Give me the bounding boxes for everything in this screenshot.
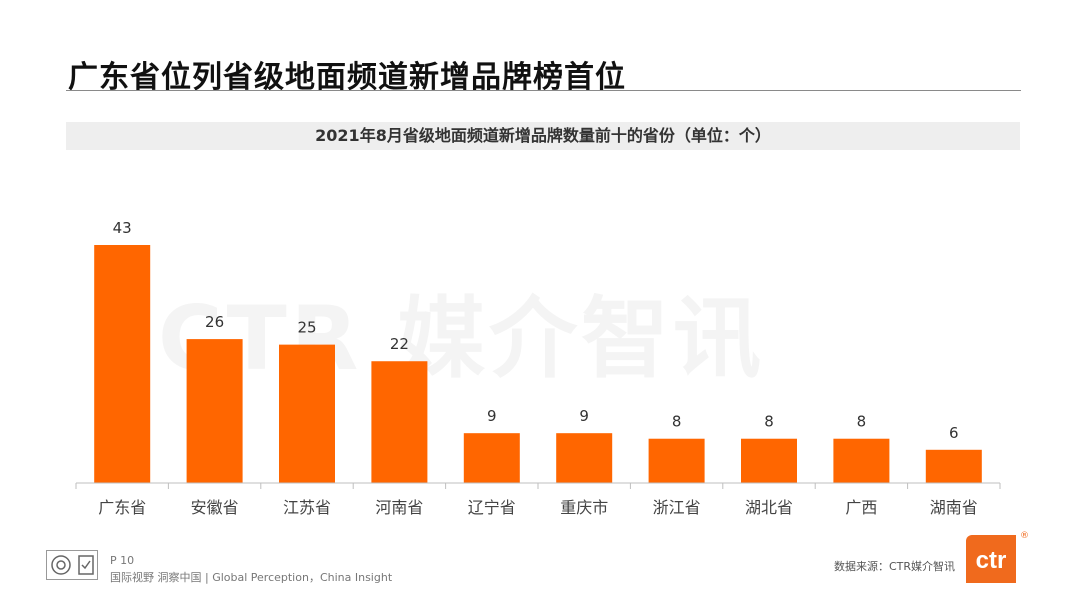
category-label: 安徽省 bbox=[191, 498, 239, 517]
data-label: 9 bbox=[487, 407, 497, 425]
bar-2 bbox=[186, 339, 243, 483]
data-label: 26 bbox=[205, 313, 224, 331]
category-label: 湖北省 bbox=[745, 498, 793, 517]
cert-mark-icon bbox=[50, 555, 71, 575]
bar-4 bbox=[371, 361, 428, 483]
category-label: 湖南省 bbox=[930, 498, 978, 517]
data-label: 43 bbox=[113, 219, 132, 237]
watermark: CTR 媒介智讯 bbox=[158, 287, 766, 390]
category-label: 河南省 bbox=[375, 498, 423, 517]
check-badge-icon bbox=[77, 555, 94, 575]
category-label: 浙江省 bbox=[653, 498, 701, 517]
chart-title: 2021年8月省级地面频道新增品牌数量前十的省份（单位：个） bbox=[66, 122, 1020, 150]
data-label: 8 bbox=[672, 413, 682, 431]
footer-tagline: 国际视野 洞察中国 | Global Perception，China Insi… bbox=[110, 571, 393, 584]
data-label: 6 bbox=[949, 424, 959, 442]
category-label: 辽宁省 bbox=[468, 498, 516, 517]
labels-layer: 43 广东省 26 安徽省 25 江苏省 22 河南省 9 辽宁省 9 重庆市 8 浙江省 8 湖北省 8 广西 6… bbox=[98, 219, 978, 517]
registered-mark: ® bbox=[1020, 531, 1029, 541]
data-label: 8 bbox=[764, 413, 774, 431]
bar-5 bbox=[463, 433, 520, 483]
bar-3 bbox=[279, 344, 335, 483]
page-title: 广东省位列省级地面频道新增品牌榜首位 bbox=[68, 60, 626, 95]
category-label: 江苏省 bbox=[283, 498, 331, 517]
data-label: 8 bbox=[857, 413, 867, 431]
bar-6 bbox=[556, 433, 613, 483]
bar-10 bbox=[925, 449, 982, 483]
bar-7 bbox=[648, 438, 705, 483]
title-divider bbox=[66, 90, 1021, 91]
certification-logo bbox=[46, 550, 98, 580]
data-source: 数据来源：CTR媒介智讯 bbox=[834, 560, 956, 573]
bars-layer bbox=[94, 245, 982, 483]
ctr-logo: ctr bbox=[966, 535, 1016, 583]
data-label: 9 bbox=[579, 407, 589, 425]
category-label: 广东省 bbox=[98, 498, 146, 517]
bar-9 bbox=[833, 438, 890, 483]
category-label: 重庆市 bbox=[560, 498, 608, 517]
data-label: 22 bbox=[390, 335, 409, 353]
data-label: 25 bbox=[297, 319, 316, 337]
bar-1 bbox=[94, 245, 151, 483]
bar-8 bbox=[741, 438, 797, 483]
page-number: P 10 bbox=[110, 554, 135, 567]
category-label: 广西 bbox=[845, 498, 877, 517]
ticks-layer bbox=[75, 483, 1001, 489]
